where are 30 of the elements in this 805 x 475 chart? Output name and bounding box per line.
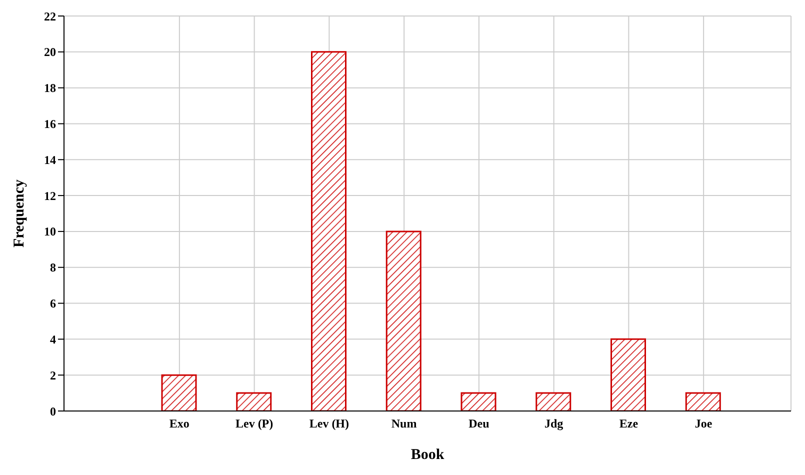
bar [236, 392, 272, 411]
y-tick-label: 6 [50, 296, 56, 311]
bar [311, 51, 346, 411]
y-tick-label: 10 [44, 224, 56, 239]
x-tick-label: Jdg [544, 416, 564, 431]
bar [386, 230, 422, 411]
y-tick-label: 2 [50, 368, 56, 382]
x-tick-label: Exo [169, 416, 190, 431]
x-tick-label: Lev (P) [235, 416, 274, 431]
y-tick-label: 4 [50, 332, 56, 346]
x-tick-label: Eze [619, 416, 639, 431]
bar [536, 392, 572, 411]
y-axis-title: Frequency [11, 178, 28, 248]
bar [161, 374, 197, 411]
y-tick-label: 0 [50, 404, 56, 418]
y-tick-label: 12 [44, 188, 56, 203]
bar [610, 338, 646, 411]
y-tick-label: 14 [44, 152, 56, 167]
y-tick-label: 20 [44, 45, 56, 60]
x-axis-title: Book [410, 447, 445, 463]
x-tick-label: Joe [694, 416, 713, 431]
bar [685, 392, 721, 411]
y-tick-label: 22 [44, 9, 56, 24]
y-tick-label: 18 [44, 81, 56, 96]
y-tick-label: 8 [50, 260, 56, 275]
x-tick-label: Deu [468, 416, 490, 431]
y-tick-label: 16 [44, 116, 56, 131]
x-tick-label: Lev (H) [309, 416, 350, 431]
x-tick-label: Num [391, 416, 417, 431]
bar [460, 392, 496, 411]
